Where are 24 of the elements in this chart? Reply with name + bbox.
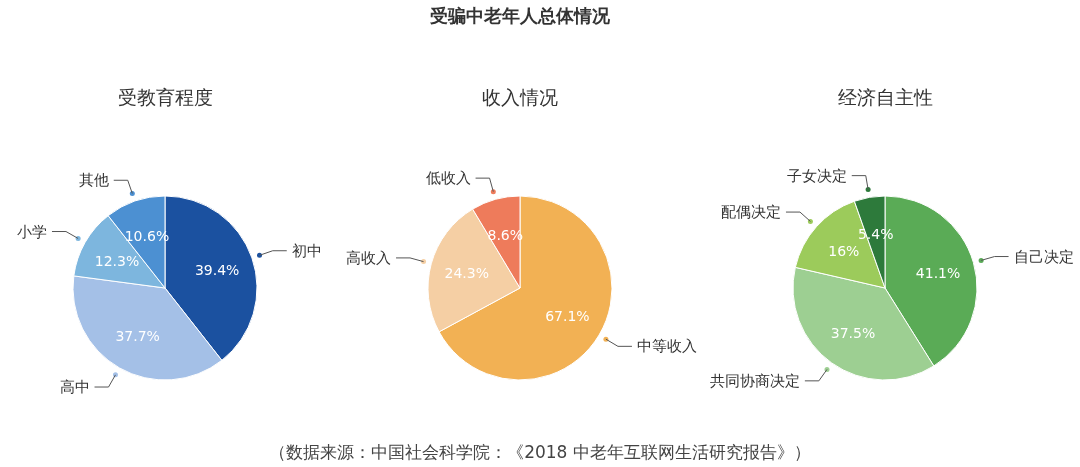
slice-label: 小学	[16, 222, 47, 241]
data-label: 37.5%	[830, 324, 876, 341]
slice-label: 中等收入	[636, 337, 697, 356]
slice-label: 其他	[78, 171, 109, 190]
chart-subtitle: 收入情况	[482, 86, 558, 108]
slice-label: 共同协商决定	[709, 371, 800, 390]
slice-label: 高收入	[346, 248, 392, 267]
data-label: 12.3%	[94, 252, 140, 269]
data-label: 24.3%	[444, 265, 489, 282]
data-label: 39.4%	[194, 261, 240, 278]
chart-subtitle: 受教育程度	[117, 86, 213, 108]
slice-label: 高中	[59, 378, 90, 397]
data-label: 37.7%	[115, 327, 160, 344]
slice-label: 配偶决定	[720, 203, 781, 222]
chart-title: 受骗中老年人总体情况	[430, 5, 611, 26]
chart-subtitle: 经济自主性	[837, 86, 933, 108]
data-label: 67.1%	[545, 308, 590, 325]
slice-label: 低收入	[425, 169, 471, 188]
slice-label: 初中	[291, 241, 322, 260]
slice-label: 子女决定	[786, 166, 847, 185]
slice-label: 自己决定	[1013, 247, 1074, 266]
text: （数据来源：中国社会科学院：《2018 中老年互联网生活研究报告》）	[269, 442, 811, 462]
data-label: 16%	[828, 243, 860, 260]
data-label: 41.1%	[915, 264, 961, 281]
